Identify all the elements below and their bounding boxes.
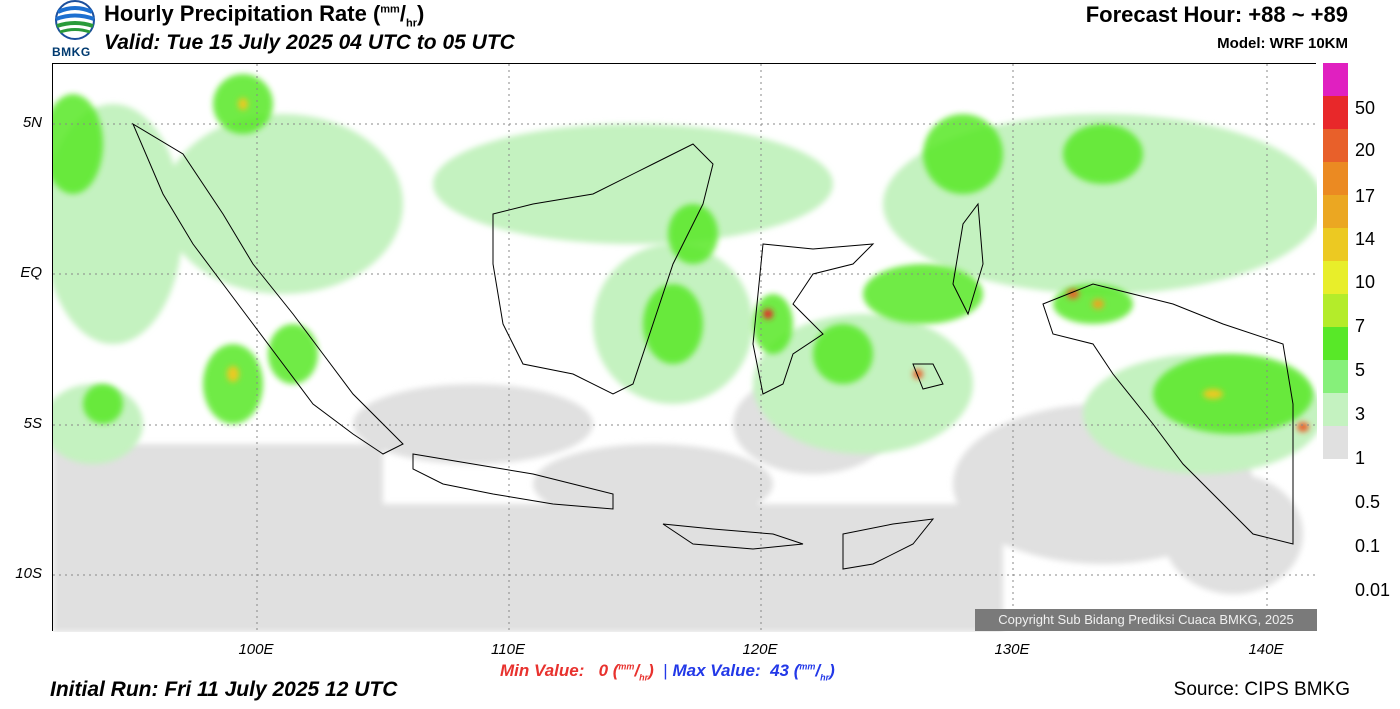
copyright-notice: Copyright Sub Bidang Prediksi Cuaca BMKG… (975, 609, 1317, 631)
legend-swatch (1323, 426, 1348, 459)
heavy-rain-cells (227, 98, 1309, 432)
precipitation-map (43, 63, 1323, 632)
bmkg-logo-text: BMKG (52, 45, 91, 59)
legend-swatch (1323, 327, 1348, 360)
bmkg-logo (50, 0, 100, 60)
legend-label-0-5: 0.5 (1355, 492, 1381, 512)
color-legend (1323, 63, 1348, 591)
x-label-100e: 100E (238, 641, 274, 658)
y-label-5n: 5N (22, 114, 42, 131)
legend-label-0-01: 0.01 (1355, 580, 1391, 600)
max-value: 43 (770, 661, 790, 680)
legend-swatch (1323, 360, 1348, 393)
min-max-values: Min Value: 0 (mm/hr) | Max Value: 43 (mm… (500, 661, 835, 682)
legend-swatch (1323, 261, 1348, 294)
y-label-10s: 10S (15, 565, 42, 582)
title-unit-bottom: hr (405, 17, 417, 30)
min-label: Min Value: (500, 661, 585, 680)
forecast-hour: Forecast Hour: +88 ~ +89 (1085, 2, 1348, 27)
title-main: Hourly Precipitation Rate ( (104, 1, 381, 26)
title-close: ) (416, 1, 425, 26)
max-unit-top: mm (799, 661, 816, 672)
legend-swatch (1323, 393, 1348, 426)
graticule (53, 64, 1317, 632)
initial-run: Initial Run: Fri 11 July 2025 12 UTC (50, 678, 398, 701)
chart-title: Hourly Precipitation Rate (mm/hr) (104, 1, 425, 30)
min-value: 0 (598, 661, 609, 680)
legend-label-50: 50 (1355, 98, 1376, 118)
min-value-block: Min Value: 0 (mm/hr) (500, 661, 654, 683)
legend-swatch (1323, 294, 1348, 327)
legend-label-14: 14 (1355, 229, 1376, 249)
model-name: Model: WRF 10KM (1217, 35, 1348, 52)
legend-label-10: 10 (1355, 272, 1376, 292)
x-label-110e: 110E (491, 641, 525, 658)
y-label-eq: EQ (20, 264, 42, 281)
legend-swatch (1323, 162, 1348, 195)
legend-label-3: 3 (1355, 404, 1366, 424)
legend-swatch (1323, 228, 1348, 261)
legend-swatch (1323, 129, 1348, 162)
legend-label-20: 20 (1355, 140, 1376, 160)
source-credit: Source: CIPS BMKG (1173, 679, 1350, 700)
valid-time: Valid: Tue 15 July 2025 04 UTC to 05 UTC (104, 31, 515, 54)
min-max-separator: | (663, 661, 668, 680)
legend-swatch (1323, 63, 1348, 96)
max-label: Max Value: (672, 661, 761, 680)
y-label-5s: 5S (23, 415, 42, 432)
legend-swatch (1323, 195, 1348, 228)
x-label-140e: 140E (1248, 641, 1284, 658)
moderate-rain-cells (43, 74, 1313, 434)
legend-label-5: 5 (1355, 360, 1366, 380)
legend-swatch (1323, 96, 1348, 129)
legend-label-17: 17 (1355, 186, 1376, 206)
min-unit-top: mm (618, 661, 635, 672)
x-label-130e: 130E (994, 641, 1030, 658)
min-unit-bottom: hr (639, 672, 649, 683)
drizzle-areas (53, 374, 1303, 632)
coastlines (131, 122, 1294, 570)
max-value-block: Max Value: 43 (mm/hr) (672, 661, 835, 683)
map-canvas (43, 64, 1323, 632)
title-unit-top: mm (380, 3, 400, 16)
x-label-120e: 120E (742, 641, 778, 658)
legend-label-0-1: 0.1 (1355, 536, 1381, 556)
legend-label-7: 7 (1355, 316, 1366, 336)
legend-label-1: 1 (1355, 448, 1366, 468)
max-unit-bottom: hr (820, 672, 830, 683)
